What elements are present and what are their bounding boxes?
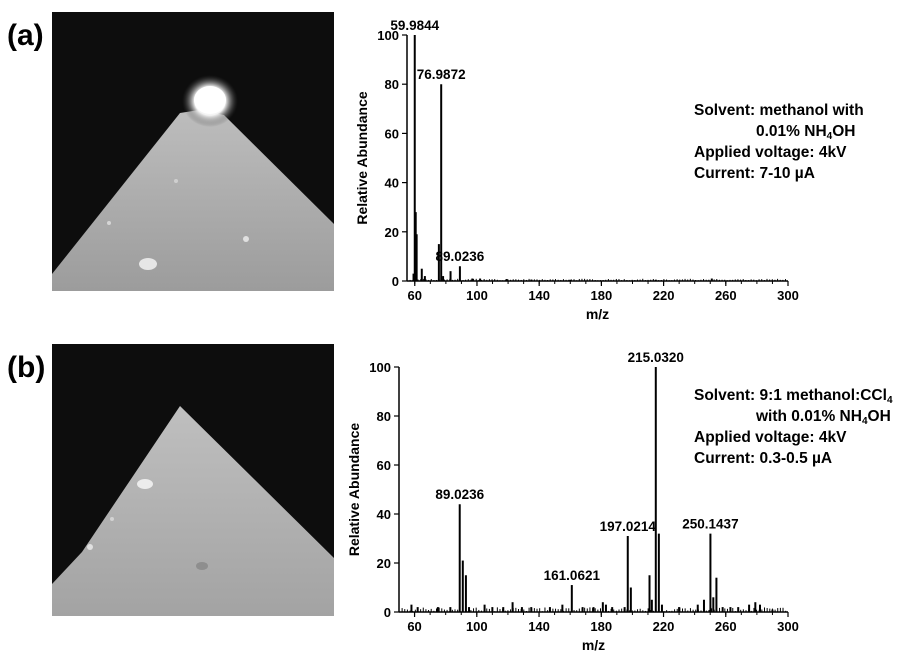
conditions-b: Solvent: 9:1 methanol:CCl4 with 0.01% NH… xyxy=(694,385,893,469)
solvent-line2-sub-b: 4 xyxy=(861,416,868,427)
x-tick-label-a: 140 xyxy=(528,288,550,303)
peak-label-a: 76.9872 xyxy=(417,67,466,82)
taylor-cone-photo-a xyxy=(52,12,334,291)
solvent-label-b: Solvent: xyxy=(694,387,756,404)
x-tick-label-b: 180 xyxy=(590,619,612,634)
solvent-line2-post-a: OH xyxy=(832,123,856,140)
y-tick-label-a: 80 xyxy=(385,77,399,92)
x-tick-label-b: 260 xyxy=(715,619,737,634)
current-b: Current: 0.3-0.5 µA xyxy=(694,450,833,467)
conditions-a: Solvent: methanol with 0.01% NH4OH Appli… xyxy=(694,100,864,184)
peak-label-b: 215.0320 xyxy=(628,350,684,365)
solvent-line2-b: with 0.01% NH xyxy=(756,408,862,425)
solvent-label-a: Solvent: xyxy=(694,102,756,119)
x-tick-label-a: 260 xyxy=(715,288,737,303)
y-tick-label-b: 20 xyxy=(377,556,391,571)
x-tick-label-b: 140 xyxy=(528,619,550,634)
peak-label-a: 89.0236 xyxy=(436,249,485,264)
solvent-line1-a: methanol with xyxy=(759,102,864,119)
panel-b-label: (b) xyxy=(7,351,46,384)
x-tick-label-b: 220 xyxy=(653,619,675,634)
peak-label-a: 59.9844 xyxy=(390,18,439,33)
solvent-line1-sub-b: 4 xyxy=(886,395,893,406)
y-tick-label-a: 20 xyxy=(385,225,399,240)
current-a: Current: 7-10 µA xyxy=(694,165,815,182)
y-tick-label-b: 40 xyxy=(377,507,391,522)
peak-label-b: 161.0621 xyxy=(544,568,601,583)
x-tick-label-a: 180 xyxy=(591,288,613,303)
x-tick-label-a: 60 xyxy=(408,288,422,303)
x-tick-label-a: 220 xyxy=(653,288,675,303)
y-tick-label-a: 40 xyxy=(385,176,399,191)
solvent-line2-post-b: OH xyxy=(867,408,891,425)
x-tick-label-a: 100 xyxy=(466,288,488,303)
x-tick-label-b: 300 xyxy=(777,619,799,634)
x-tick-label-b: 60 xyxy=(407,619,421,634)
panel-a-label: (a) xyxy=(7,19,44,52)
y-axis-title-b: Relative Abundance xyxy=(346,423,362,557)
x-axis-title-b: m/z xyxy=(582,637,605,653)
y-axis-title-a: Relative Abundance xyxy=(354,91,370,225)
solvent-line2-a: 0.01% NH xyxy=(756,123,827,140)
x-axis-title-a: m/z xyxy=(586,306,609,322)
y-tick-label-a: 60 xyxy=(385,126,399,141)
y-tick-label-b: 80 xyxy=(377,409,391,424)
solvent-line2-sub-a: 4 xyxy=(826,131,833,142)
solvent-line1-b: 9:1 methanol:CCl xyxy=(759,387,887,404)
y-tick-label-b: 60 xyxy=(377,458,391,473)
taylor-cone-photo-b xyxy=(52,344,334,616)
x-tick-label-b: 100 xyxy=(466,619,488,634)
voltage-b: Applied voltage: 4kV xyxy=(694,429,847,446)
voltage-a: Applied voltage: 4kV xyxy=(694,144,847,161)
y-tick-label-a: 0 xyxy=(392,274,399,289)
y-tick-label-b: 100 xyxy=(369,360,391,375)
x-tick-label-a: 300 xyxy=(777,288,799,303)
y-tick-label-a: 100 xyxy=(377,28,399,43)
y-tick-label-b: 0 xyxy=(384,605,391,620)
peak-label-b: 197.0214 xyxy=(600,519,657,534)
peak-label-b: 89.0236 xyxy=(435,487,484,502)
peak-label-b: 250.1437 xyxy=(682,517,738,532)
